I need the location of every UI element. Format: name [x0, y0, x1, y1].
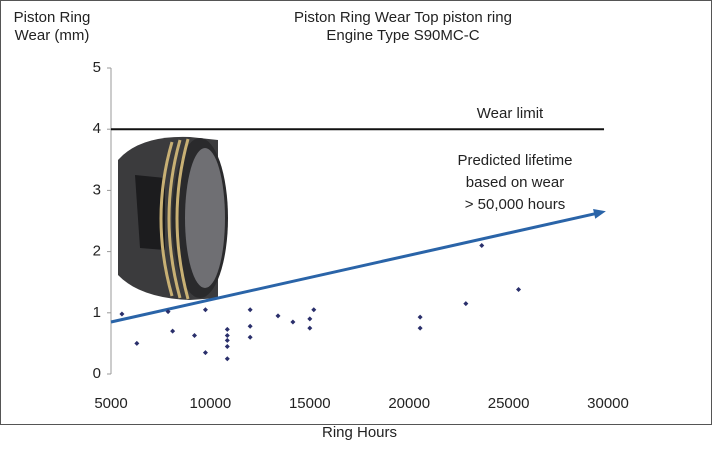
data-point — [417, 325, 423, 331]
annotation: Predicted lifetime — [457, 152, 572, 169]
data-point — [224, 337, 230, 343]
data-point — [224, 326, 230, 332]
frame — [0, 0, 712, 425]
data-point — [479, 242, 485, 248]
y-axis-label: Wear (mm) — [15, 27, 90, 44]
annotation: based on wear — [466, 174, 564, 191]
x-tick-label: 5000 — [94, 395, 127, 412]
data-point — [202, 307, 208, 313]
x-tick-label: 30000 — [587, 395, 629, 412]
data-point — [202, 350, 208, 356]
data-point — [307, 325, 313, 331]
data-point — [224, 356, 230, 362]
data-point — [463, 301, 469, 307]
y-tick-label: 4 — [93, 120, 101, 137]
data-point — [417, 314, 423, 320]
trend-line — [110, 211, 599, 324]
data-point — [275, 313, 281, 319]
chart-title: Engine Type S90MC-C — [326, 27, 479, 44]
chart-title: Piston Ring Wear Top piston ring — [294, 9, 512, 26]
data-point — [247, 334, 253, 340]
x-tick-label: 25000 — [488, 395, 530, 412]
data-point — [307, 316, 313, 322]
data-point — [119, 311, 125, 317]
x-tick-label: 20000 — [388, 395, 430, 412]
data-point — [165, 309, 171, 315]
y-tick-label: 1 — [93, 304, 101, 321]
y-axis-label: Piston Ring — [14, 9, 91, 26]
data-point — [224, 343, 230, 349]
x-tick-label: 15000 — [289, 395, 331, 412]
annotation: > 50,000 hours — [465, 196, 566, 213]
data-point — [516, 287, 522, 293]
piston-image — [118, 136, 228, 300]
data-point — [224, 332, 230, 338]
y-tick-label: 2 — [93, 243, 101, 260]
data-point — [134, 340, 140, 346]
y-tick-label: 3 — [93, 181, 101, 198]
data-point — [170, 328, 176, 334]
y-tick-label: 0 — [93, 365, 101, 382]
data-point — [311, 307, 317, 313]
trend-arrowhead — [593, 209, 606, 219]
y-tick-label: 5 — [93, 59, 101, 76]
data-point — [191, 332, 197, 338]
data-point — [290, 319, 296, 325]
wear-limit-label: Wear limit — [477, 105, 544, 122]
x-axis-label: Ring Hours — [322, 424, 397, 441]
x-tick-label: 10000 — [190, 395, 232, 412]
data-point — [247, 307, 253, 313]
data-point — [247, 323, 253, 329]
